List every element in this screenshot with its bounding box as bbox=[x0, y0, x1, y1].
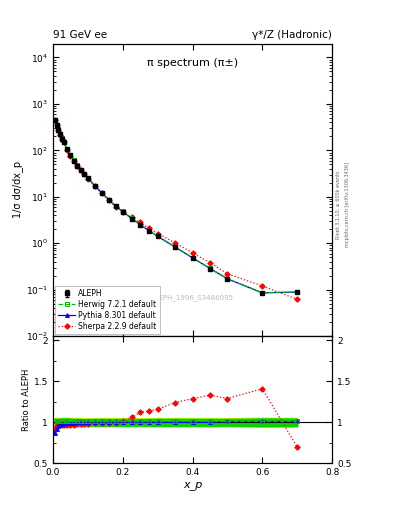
Sherpa 2.2.9 default bbox=[260, 283, 265, 289]
Sherpa 2.2.9 default bbox=[75, 163, 80, 169]
Sherpa 2.2.9 default bbox=[64, 147, 70, 153]
Sherpa 2.2.9 default bbox=[155, 230, 160, 237]
Herwig 7.2.1 default bbox=[79, 166, 83, 173]
Sherpa 2.2.9 default bbox=[208, 260, 212, 266]
Herwig 7.2.1 default bbox=[147, 227, 151, 233]
Herwig 7.2.1 default bbox=[225, 275, 230, 282]
Pythia 8.301 default bbox=[79, 167, 83, 173]
Herwig 7.2.1 default bbox=[120, 208, 125, 215]
Sherpa 2.2.9 default bbox=[86, 176, 90, 182]
Herwig 7.2.1 default bbox=[138, 222, 143, 228]
Herwig 7.2.1 default bbox=[99, 190, 104, 196]
Herwig 7.2.1 default bbox=[260, 290, 265, 296]
Legend: ALEPH, Herwig 7.2.1 default, Pythia 8.301 default, Sherpa 2.2.9 default: ALEPH, Herwig 7.2.1 default, Pythia 8.30… bbox=[55, 286, 160, 334]
Herwig 7.2.1 default bbox=[61, 139, 66, 145]
Pythia 8.301 default bbox=[82, 171, 87, 177]
Pythia 8.301 default bbox=[68, 152, 73, 158]
Sherpa 2.2.9 default bbox=[72, 158, 76, 164]
Herwig 7.2.1 default bbox=[56, 126, 61, 132]
Pythia 8.301 default bbox=[75, 162, 80, 168]
Line: Sherpa 2.2.9 default: Sherpa 2.2.9 default bbox=[53, 118, 299, 301]
Herwig 7.2.1 default bbox=[190, 254, 195, 261]
Pythia 8.301 default bbox=[225, 276, 230, 282]
Text: mcplots.cern.ch [arXiv:1306.3436]: mcplots.cern.ch [arXiv:1306.3436] bbox=[345, 162, 350, 247]
Pythia 8.301 default bbox=[173, 244, 178, 250]
Pythia 8.301 default bbox=[64, 146, 70, 152]
Pythia 8.301 default bbox=[107, 197, 111, 203]
Sherpa 2.2.9 default bbox=[225, 271, 230, 277]
Text: π spectrum (π±): π spectrum (π±) bbox=[147, 58, 238, 68]
Pythia 8.301 default bbox=[59, 135, 64, 141]
Text: γ*/Z (Hadronic): γ*/Z (Hadronic) bbox=[252, 30, 332, 40]
Herwig 7.2.1 default bbox=[58, 131, 62, 137]
Pythia 8.301 default bbox=[52, 117, 57, 123]
Sherpa 2.2.9 default bbox=[58, 132, 62, 138]
Sherpa 2.2.9 default bbox=[68, 153, 73, 159]
Pythia 8.301 default bbox=[260, 290, 265, 296]
Sherpa 2.2.9 default bbox=[99, 190, 104, 197]
Herwig 7.2.1 default bbox=[59, 135, 64, 141]
Sherpa 2.2.9 default bbox=[59, 136, 64, 142]
Herwig 7.2.1 default bbox=[68, 152, 73, 158]
Pythia 8.301 default bbox=[129, 216, 134, 222]
Sherpa 2.2.9 default bbox=[173, 240, 178, 246]
Pythia 8.301 default bbox=[120, 208, 125, 215]
Pythia 8.301 default bbox=[147, 228, 151, 234]
Pythia 8.301 default bbox=[58, 131, 62, 137]
Herwig 7.2.1 default bbox=[52, 117, 57, 123]
Pythia 8.301 default bbox=[295, 289, 299, 295]
Pythia 8.301 default bbox=[56, 126, 61, 133]
Sherpa 2.2.9 default bbox=[107, 197, 111, 203]
Herwig 7.2.1 default bbox=[208, 265, 212, 271]
Sherpa 2.2.9 default bbox=[114, 204, 118, 210]
X-axis label: x_p: x_p bbox=[183, 480, 202, 490]
Pythia 8.301 default bbox=[114, 203, 118, 209]
Line: Herwig 7.2.1 default: Herwig 7.2.1 default bbox=[53, 118, 299, 295]
Sherpa 2.2.9 default bbox=[79, 167, 83, 173]
Sherpa 2.2.9 default bbox=[93, 183, 97, 189]
Pythia 8.301 default bbox=[190, 255, 195, 261]
Text: ALEPH_1996_S3486095: ALEPH_1996_S3486095 bbox=[151, 294, 234, 301]
Sherpa 2.2.9 default bbox=[138, 220, 143, 226]
Herwig 7.2.1 default bbox=[93, 183, 97, 189]
Sherpa 2.2.9 default bbox=[190, 250, 195, 256]
Sherpa 2.2.9 default bbox=[147, 225, 151, 231]
Sherpa 2.2.9 default bbox=[129, 215, 134, 221]
Sherpa 2.2.9 default bbox=[56, 126, 61, 133]
Sherpa 2.2.9 default bbox=[82, 171, 87, 177]
Pythia 8.301 default bbox=[72, 158, 76, 164]
Herwig 7.2.1 default bbox=[64, 146, 70, 152]
Herwig 7.2.1 default bbox=[54, 122, 59, 128]
Text: 91 GeV ee: 91 GeV ee bbox=[53, 30, 107, 40]
Sherpa 2.2.9 default bbox=[54, 122, 59, 129]
Line: Pythia 8.301 default: Pythia 8.301 default bbox=[53, 118, 299, 295]
Herwig 7.2.1 default bbox=[86, 175, 90, 181]
Herwig 7.2.1 default bbox=[75, 162, 80, 168]
Herwig 7.2.1 default bbox=[155, 233, 160, 239]
Herwig 7.2.1 default bbox=[82, 170, 87, 177]
Pythia 8.301 default bbox=[86, 175, 90, 181]
Sherpa 2.2.9 default bbox=[52, 117, 57, 123]
Herwig 7.2.1 default bbox=[107, 197, 111, 203]
Sherpa 2.2.9 default bbox=[120, 209, 125, 215]
Pythia 8.301 default bbox=[93, 183, 97, 189]
Herwig 7.2.1 default bbox=[295, 289, 299, 295]
Pythia 8.301 default bbox=[54, 122, 59, 128]
Y-axis label: Ratio to ALEPH: Ratio to ALEPH bbox=[22, 369, 31, 431]
Pythia 8.301 default bbox=[208, 265, 212, 271]
Herwig 7.2.1 default bbox=[173, 244, 178, 250]
Pythia 8.301 default bbox=[138, 222, 143, 228]
Herwig 7.2.1 default bbox=[129, 216, 134, 222]
Pythia 8.301 default bbox=[61, 139, 66, 145]
Sherpa 2.2.9 default bbox=[61, 139, 66, 145]
Pythia 8.301 default bbox=[155, 233, 160, 240]
Herwig 7.2.1 default bbox=[72, 157, 76, 163]
Y-axis label: 1/σ dσ/dx_p: 1/σ dσ/dx_p bbox=[12, 161, 23, 219]
Pythia 8.301 default bbox=[99, 190, 104, 196]
Text: Rivet 3.1.10, ≥ 600k events: Rivet 3.1.10, ≥ 600k events bbox=[336, 170, 341, 239]
Sherpa 2.2.9 default bbox=[295, 296, 299, 303]
Herwig 7.2.1 default bbox=[114, 203, 118, 209]
